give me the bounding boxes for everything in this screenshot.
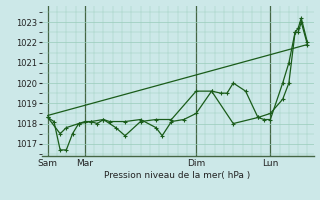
- X-axis label: Pression niveau de la mer( hPa ): Pression niveau de la mer( hPa ): [104, 171, 251, 180]
